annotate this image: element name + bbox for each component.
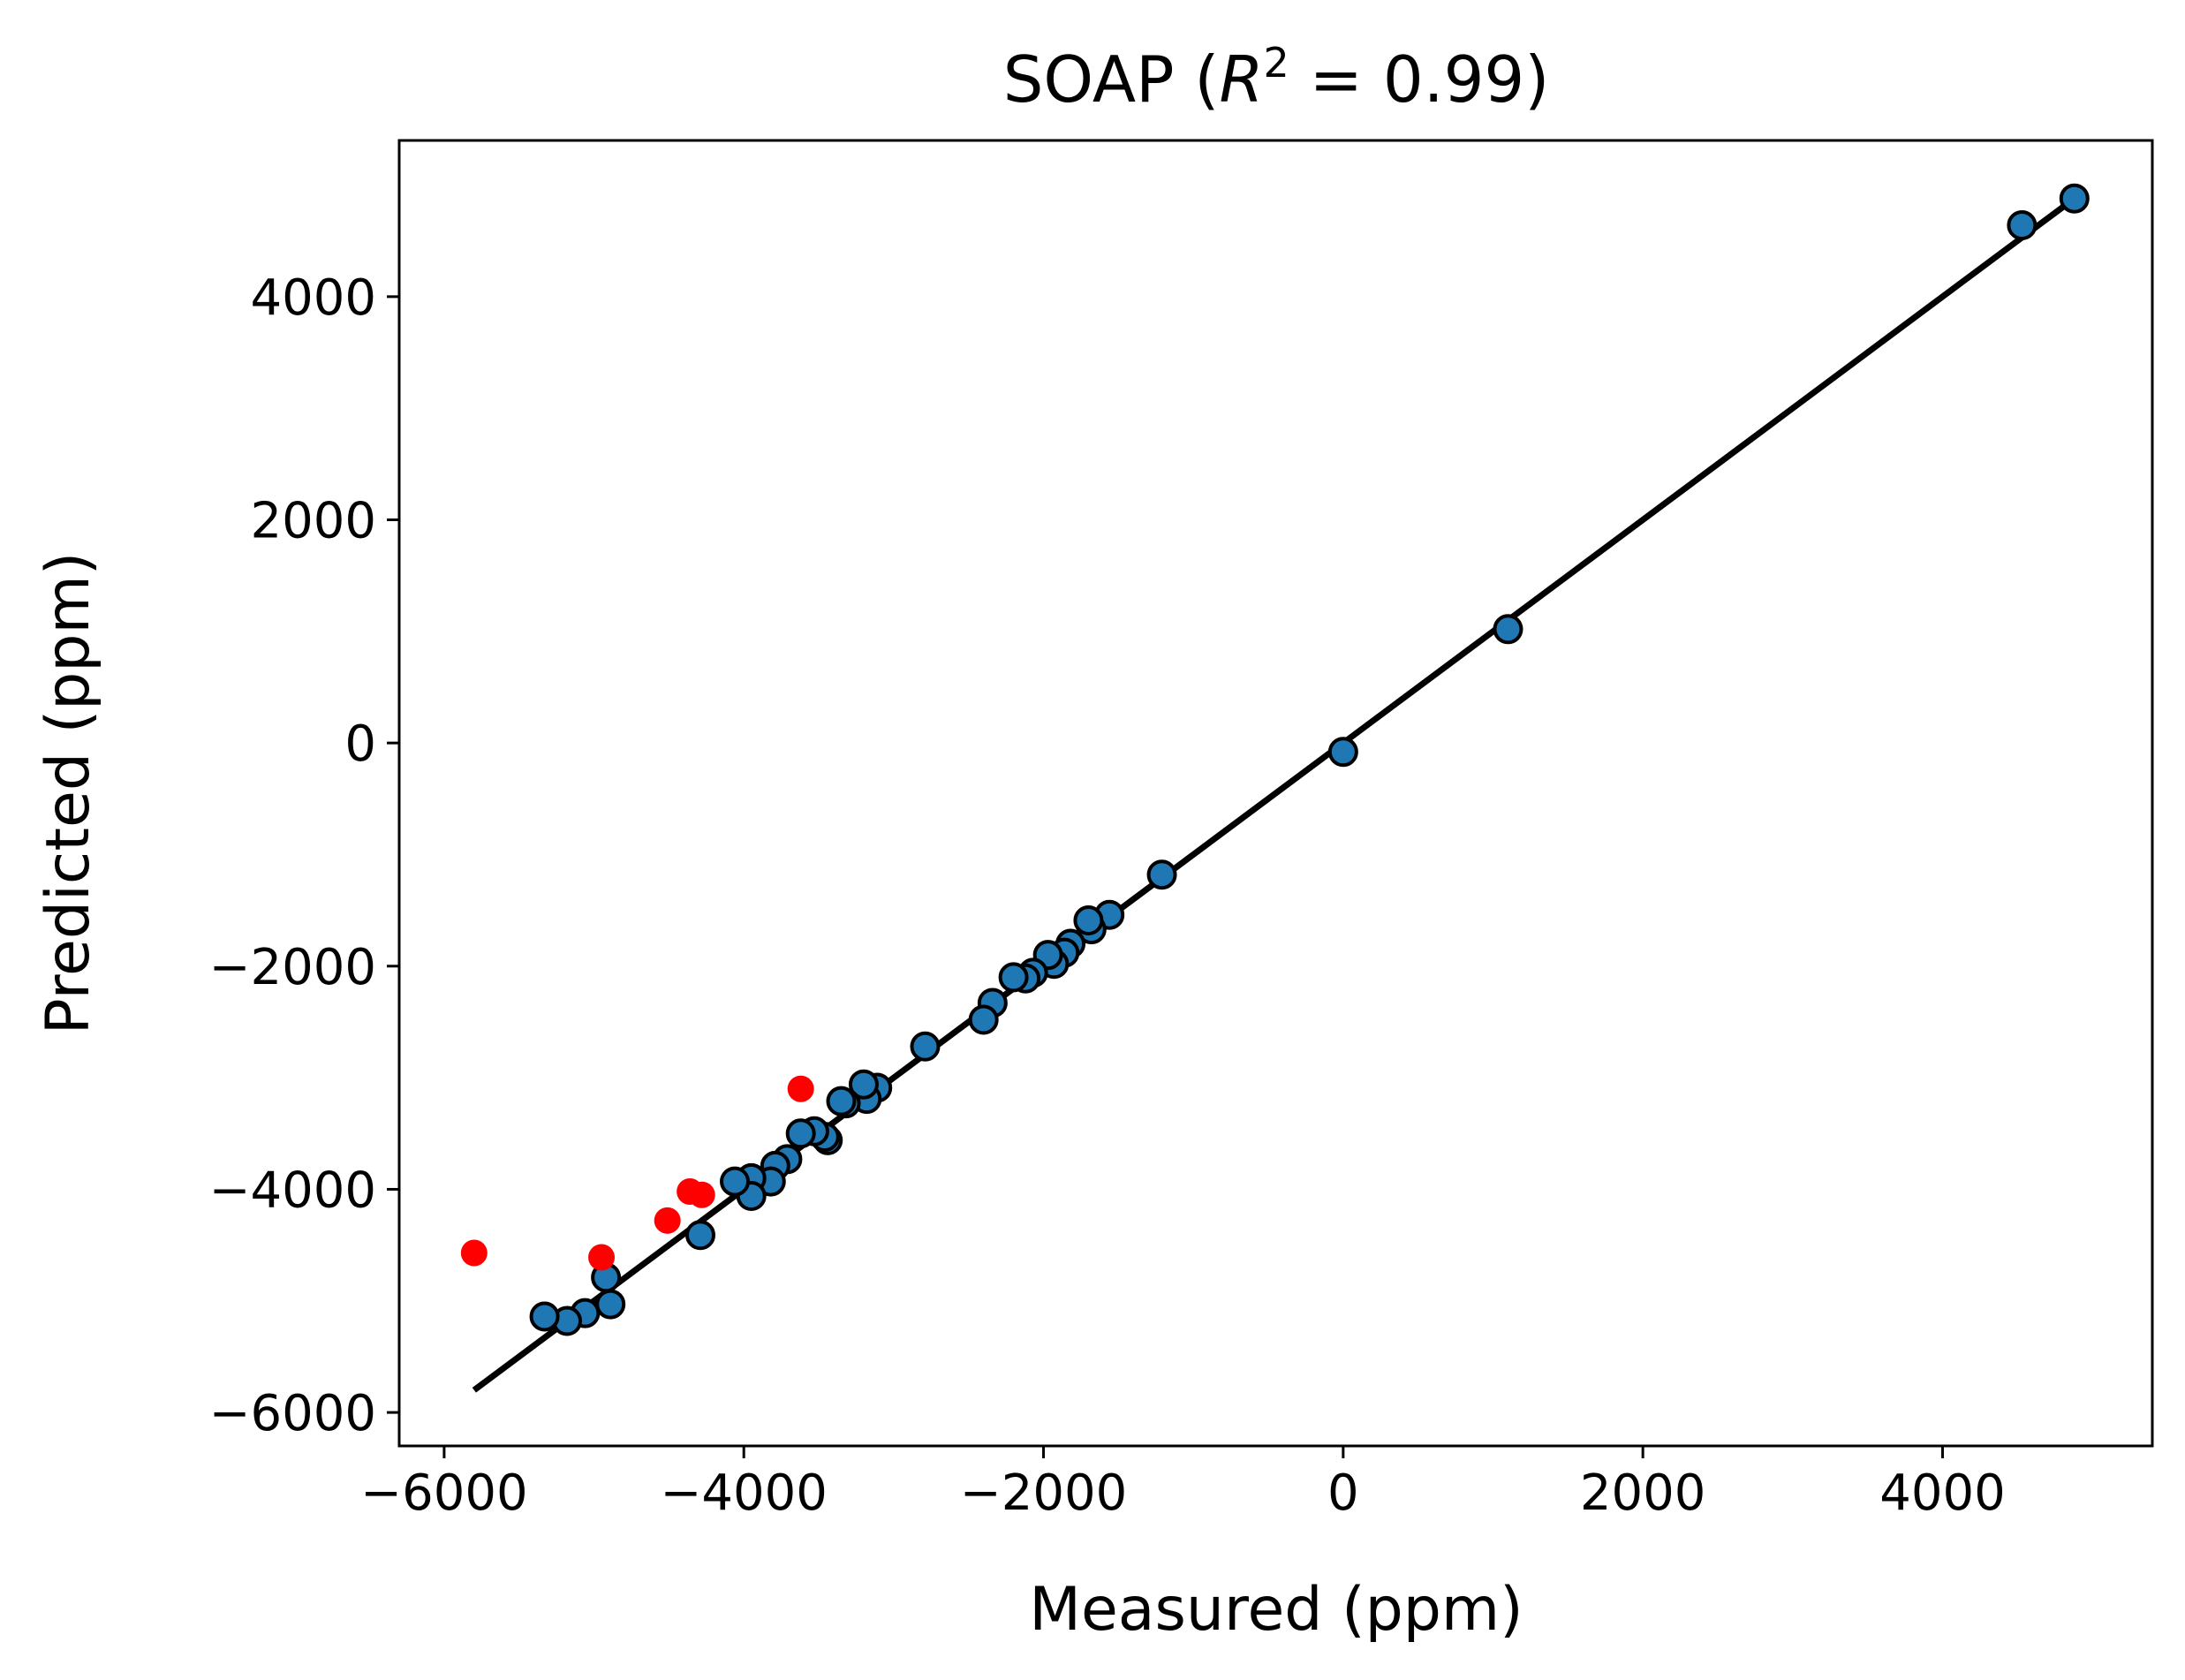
data-point xyxy=(685,1220,716,1251)
x-tick-label: 0 xyxy=(1327,1464,1359,1522)
outlier-point xyxy=(787,1075,814,1102)
y-tick-label: −4000 xyxy=(209,1162,376,1219)
data-point xyxy=(2059,183,2090,214)
outlier-point xyxy=(688,1181,715,1208)
data-point xyxy=(910,1031,941,1062)
data-points xyxy=(460,183,2090,1336)
x-tick-label: −4000 xyxy=(660,1464,827,1522)
data-point xyxy=(968,1004,999,1035)
x-tick-label: −2000 xyxy=(960,1464,1127,1522)
y-tick-label: 0 xyxy=(344,715,376,773)
y-tick-label: −2000 xyxy=(209,939,376,996)
data-point xyxy=(785,1118,816,1149)
outlier-point xyxy=(588,1244,616,1271)
x-tick-label: 2000 xyxy=(1580,1464,1706,1522)
y-axis-label: Predicted (ppm) xyxy=(34,552,103,1034)
y-axis: −6000 −4000 −2000 0 2000 4000 xyxy=(209,269,399,1442)
y-tick-label: −6000 xyxy=(209,1385,376,1442)
x-tick-label: 4000 xyxy=(1879,1464,2006,1522)
y-tick-label: 4000 xyxy=(250,269,376,327)
data-point xyxy=(1493,614,1523,645)
y-tick-label: 2000 xyxy=(250,493,376,550)
chart-title: SOAP (R2 = 0.99) xyxy=(1003,39,1550,117)
x-tick-label: −6000 xyxy=(360,1464,527,1522)
data-point xyxy=(720,1166,751,1197)
outlier-point xyxy=(654,1207,681,1234)
data-point xyxy=(1073,905,1104,936)
data-point xyxy=(595,1289,626,1320)
data-point xyxy=(2007,210,2038,241)
data-point xyxy=(848,1069,879,1100)
x-axis-label: Measured (ppm) xyxy=(1029,1575,1523,1645)
data-point xyxy=(826,1086,857,1116)
data-point xyxy=(998,962,1029,993)
x-axis: −6000 −4000 −2000 0 2000 4000 xyxy=(360,1446,2006,1522)
data-point xyxy=(1146,859,1177,890)
data-point xyxy=(529,1301,560,1332)
outlier-point xyxy=(460,1239,488,1267)
data-point xyxy=(1327,737,1358,768)
